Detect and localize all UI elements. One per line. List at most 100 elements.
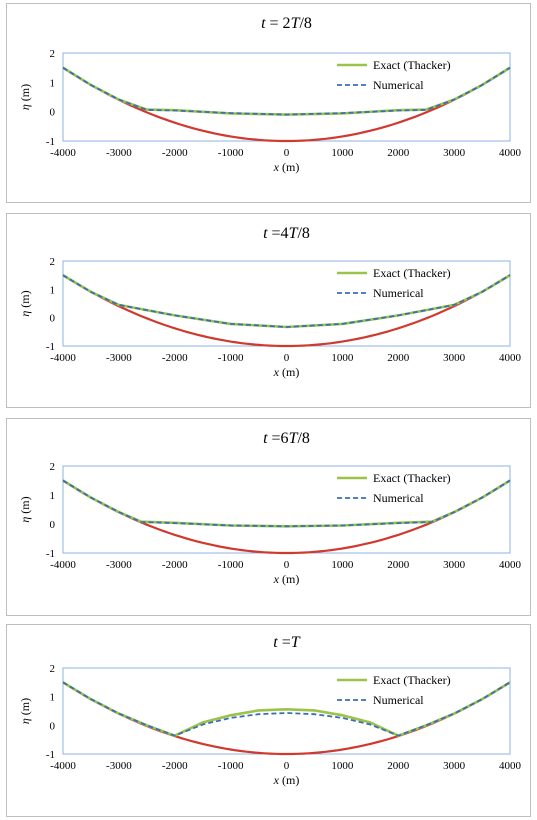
x-tick-label: -1000 (218, 559, 244, 571)
chart-title: t =4T/8 (263, 225, 310, 242)
x-axis-var: x (273, 773, 280, 787)
x-axis-var: x (273, 365, 280, 379)
y-tick-label: -1 (46, 341, 55, 353)
chart-title-part: T (289, 225, 299, 242)
y-tick-label: 0 (50, 519, 56, 531)
y-tick-label: 1 (50, 77, 56, 89)
y-axis-var: η (18, 311, 32, 317)
x-tick-label: -2000 (162, 352, 188, 364)
x-tick-label: 1000 (331, 352, 354, 364)
series-numerical-line (62, 66, 511, 116)
x-axis-var: x (273, 572, 280, 586)
y-tick-label: -1 (46, 548, 55, 560)
x-axis-label: x (m) (273, 572, 300, 586)
panel-4: t =T -1 0 1 2 -4000 -3000 -2000 -1000 0 1000 2000 30… (6, 624, 531, 817)
x-tick-label: 3000 (443, 760, 466, 772)
x-tick-label: 0 (284, 760, 290, 772)
chart-title-part: =6 (268, 430, 289, 447)
panel-3: t =6T/8 -1 0 1 2 -4000 -3000 -2000 -1000 0 1000 200… (6, 418, 531, 616)
y-tick-label: -1 (46, 749, 55, 761)
x-tick-label: -1000 (218, 760, 244, 772)
y-axis-label: η (m) (18, 698, 32, 724)
x-tick-label: 0 (284, 147, 290, 159)
x-tick-label: 4000 (499, 147, 522, 159)
chart-title-part: t (263, 225, 268, 242)
y-tick-label: 0 (50, 107, 56, 119)
chart-4: t =T -1 0 1 2 -4000 -3000 -2000 -1000 0 1000 2000 30… (18, 634, 522, 787)
chart-title-part: = 2 (266, 15, 291, 32)
series-exact-line (62, 479, 511, 528)
chart-title: t =T (273, 634, 300, 651)
y-tick-label: 2 (50, 48, 56, 60)
x-axis-label: x (m) (273, 160, 300, 174)
y-tick-label: 1 (50, 284, 56, 296)
chart-title-part: /8 (297, 430, 309, 447)
x-tick-label: 2000 (387, 147, 410, 159)
chart-title-part: =4 (268, 225, 289, 242)
x-tick-label: 1000 (331, 147, 354, 159)
y-tick-label: 0 (50, 313, 56, 325)
legend-exact-label: Exact (Thacker) (373, 673, 451, 687)
chart-title: t =6T/8 (263, 430, 310, 447)
chart-2: t =4T/8 -1 0 1 2 -4000 -3000 -2000 -1000 0 1000 200… (18, 225, 522, 379)
x-tick-label: -3000 (106, 352, 132, 364)
x-tick-label: -2000 (162, 760, 188, 772)
x-axis-label: x (m) (273, 365, 300, 379)
y-axis-unit: (m) (18, 698, 32, 718)
x-axis-label: x (m) (273, 773, 300, 787)
y-axis-unit: (m) (18, 496, 32, 516)
x-tick-label: -2000 (162, 559, 188, 571)
x-axis-unit: (m) (279, 160, 299, 174)
x-tick-label: -3000 (106, 147, 132, 159)
series-exact-line (62, 66, 511, 116)
x-axis-unit: (m) (279, 773, 299, 787)
y-tick-label: 1 (50, 692, 56, 704)
x-tick-label: 1000 (331, 760, 354, 772)
legend-numerical-label: Numerical (373, 491, 424, 505)
chart-title-part: /8 (297, 225, 309, 242)
chart-title-part: T (291, 15, 301, 32)
chart-title-part: t (261, 15, 266, 32)
series-numerical-line (62, 274, 511, 328)
x-tick-label: 3000 (443, 352, 466, 364)
x-tick-label: 2000 (387, 760, 410, 772)
y-tick-label: 2 (50, 461, 56, 473)
x-tick-label: -4000 (50, 147, 76, 159)
y-tick-label: 0 (50, 720, 56, 732)
legend-numerical-label: Numerical (373, 286, 424, 300)
series-numerical-line (62, 479, 511, 528)
y-tick-label: 2 (50, 256, 56, 268)
legend-numerical-label: Numerical (373, 78, 424, 92)
bathymetry-curve (62, 66, 511, 143)
bathymetry-curve (62, 274, 511, 348)
x-tick-label: 2000 (387, 559, 410, 571)
chart-1: t = 2T/8 -1 0 1 2 -4000 -3000 -2000 -1000 0 1000 20… (18, 15, 522, 174)
x-tick-label: -1000 (218, 352, 244, 364)
x-tick-label: 2000 (387, 352, 410, 364)
chart-title-part: T (291, 634, 301, 651)
chart-title-part: = (278, 634, 291, 651)
x-tick-label: 3000 (443, 559, 466, 571)
y-axis-var: η (18, 104, 32, 110)
x-tick-label: 0 (284, 559, 290, 571)
y-axis-label: η (m) (18, 84, 32, 110)
y-tick-label: -1 (46, 136, 55, 148)
x-axis-unit: (m) (279, 365, 299, 379)
chart-title: t = 2T/8 (261, 15, 312, 32)
legend-exact-label: Exact (Thacker) (373, 58, 451, 72)
y-axis-var: η (18, 718, 32, 724)
x-tick-label: 4000 (499, 352, 522, 364)
x-tick-label: 1000 (331, 559, 354, 571)
x-tick-label: -3000 (106, 559, 132, 571)
x-tick-label: -1000 (218, 147, 244, 159)
x-tick-label: 3000 (443, 147, 466, 159)
panel-2: t =4T/8 -1 0 1 2 -4000 -3000 -2000 -1000 0 1000 200… (6, 213, 531, 408)
series-exact-line (62, 274, 511, 329)
legend-numerical-label: Numerical (373, 693, 424, 707)
x-tick-label: -4000 (50, 352, 76, 364)
y-axis-var: η (18, 517, 32, 523)
x-tick-label: -4000 (50, 760, 76, 772)
x-tick-label: 0 (284, 352, 290, 364)
y-axis-unit: (m) (18, 84, 32, 104)
y-tick-label: 2 (50, 663, 56, 675)
